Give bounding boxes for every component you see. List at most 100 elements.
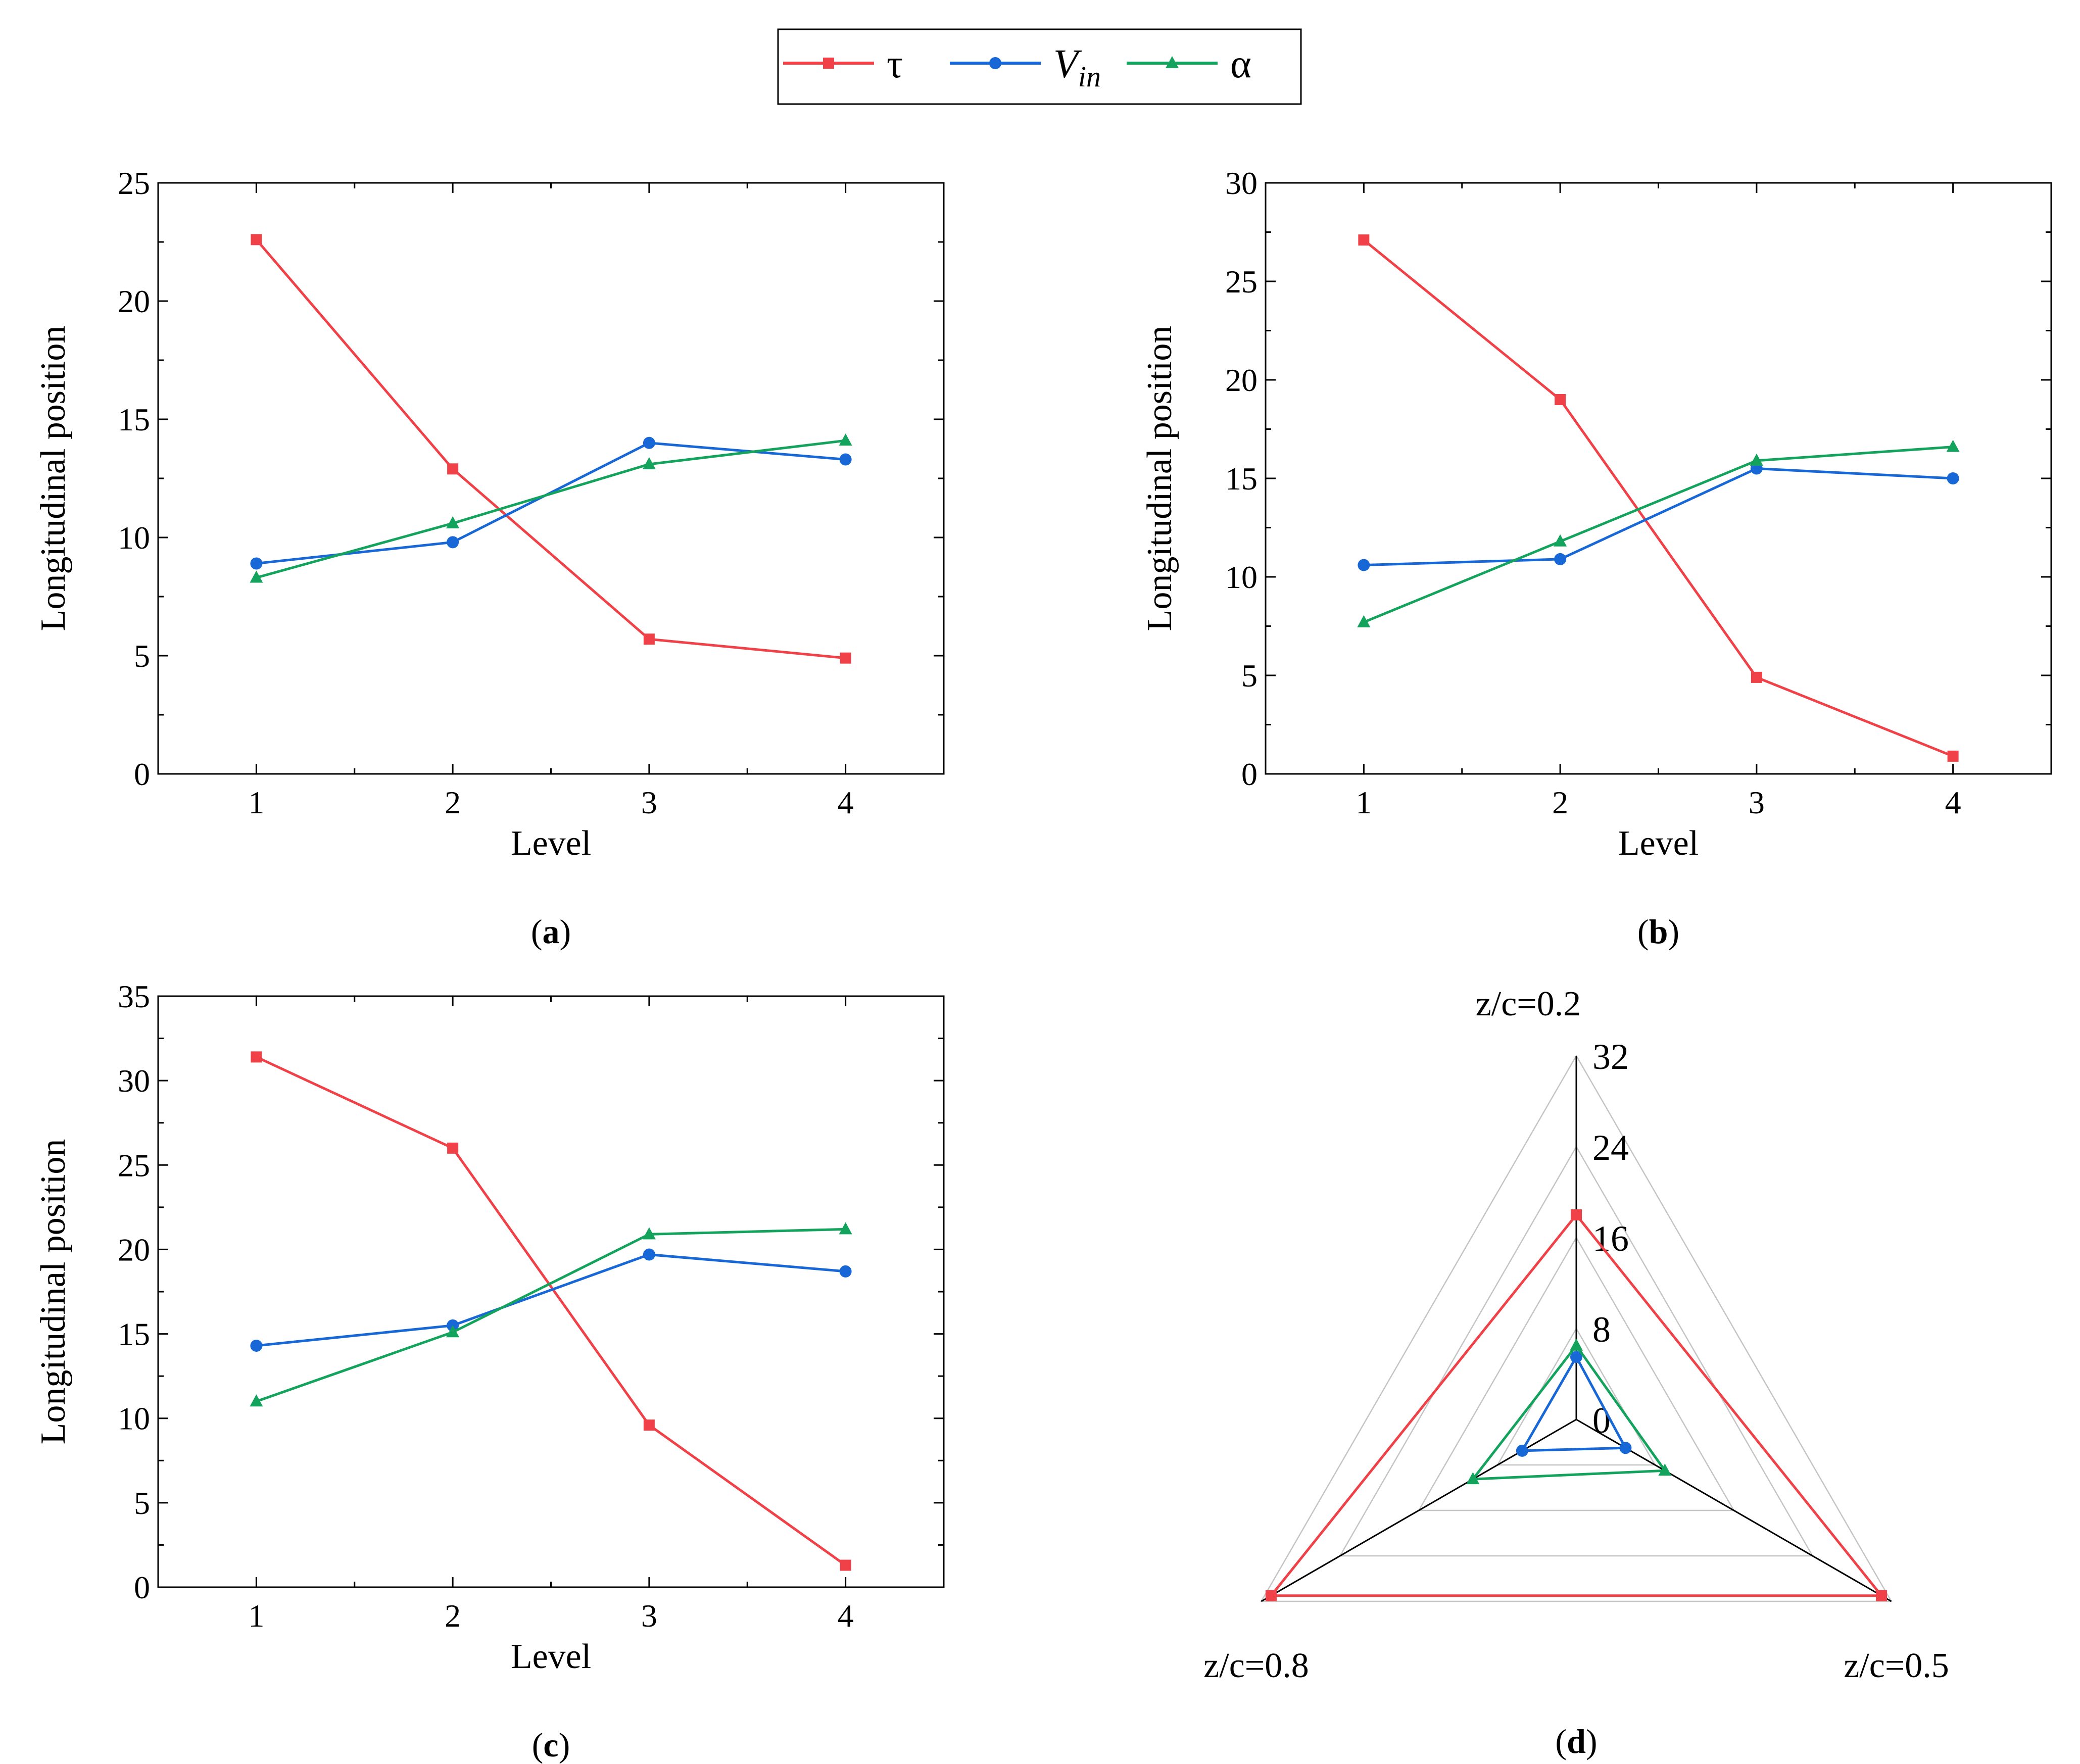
point-tau	[447, 463, 459, 475]
point-vin	[250, 557, 263, 570]
point-tau	[840, 652, 851, 664]
x-tick-label: 4	[1945, 785, 1961, 820]
y-tick-label: 0	[134, 1570, 150, 1605]
point-vin	[1947, 472, 1959, 484]
point-alpha	[839, 433, 852, 446]
point-vin	[839, 1265, 852, 1278]
x-axis-label: Level	[511, 824, 591, 863]
point-vin	[447, 536, 459, 549]
series-line-alpha	[256, 1228, 846, 1403]
x-tick-label: 3	[641, 1598, 657, 1634]
y-tick-label: 0	[1241, 756, 1257, 792]
legend-label-vin: Vin	[1053, 42, 1101, 93]
radar-point-alpha	[1658, 1463, 1672, 1476]
legend-marker-tau	[823, 58, 834, 69]
y-axis-label: Longitudinal position	[34, 1139, 73, 1445]
radar-series-alpha	[1470, 1343, 1668, 1481]
x-tick-label: 1	[1356, 785, 1372, 820]
point-alpha	[1357, 615, 1371, 627]
y-tick-label: 5	[134, 638, 150, 674]
x-tick-label: 2	[445, 785, 461, 820]
y-tick-label: 0	[134, 756, 150, 792]
panel-caption: (c)	[532, 1726, 570, 1764]
x-axis-label: Level	[1618, 824, 1699, 863]
y-tick-label: 25	[1225, 264, 1257, 300]
panel-d: 0 8 16 24 32 z/c=0.2 z/c=0.5 z/c=0.8 (d)	[1203, 985, 1949, 1760]
series-line-tau	[256, 1056, 847, 1566]
point-alpha	[250, 1394, 263, 1407]
radar-axis-label: z/c=0.8	[1203, 1646, 1309, 1685]
x-axis-label: Level	[511, 1637, 591, 1676]
radar-point-alpha	[1466, 1472, 1480, 1485]
radar-point-alpha	[1570, 1338, 1583, 1351]
series-line-alpha	[1363, 446, 1953, 624]
legend-label-alpha: α	[1230, 42, 1251, 86]
y-tick-label: 5	[1241, 658, 1257, 694]
plot-frame	[157, 182, 945, 775]
y-tick-label: 10	[1225, 559, 1257, 595]
radar-series-tau	[1268, 1213, 1884, 1597]
x-tick-label: 4	[838, 1598, 854, 1634]
legend-box	[777, 28, 1302, 105]
series-line-tau	[255, 238, 846, 660]
x-tick-label: 1	[248, 1598, 264, 1634]
radar-point-tau	[1265, 1590, 1277, 1601]
y-tick-label: 10	[118, 1401, 150, 1437]
radar-axis-label: z/c=0.2	[1476, 985, 1581, 1023]
x-tick-label: 2	[445, 1598, 461, 1634]
radar-point-tau	[1876, 1590, 1888, 1601]
panel-b: 0 5 10 15 20 25 30 1 2 3 4 Level Longitudinal positi…	[1140, 165, 2052, 951]
series-line-vin	[1364, 467, 1953, 567]
point-tau	[643, 1419, 655, 1431]
panel-caption: (a)	[531, 912, 571, 951]
point-vin	[1358, 559, 1370, 571]
point-vin	[643, 436, 655, 449]
point-alpha	[1946, 439, 1960, 452]
radar-point-tau	[1571, 1209, 1582, 1220]
y-tick-label: 35	[118, 978, 150, 1014]
point-vin	[250, 1339, 263, 1352]
plot-frame	[157, 995, 945, 1588]
radar-axis-label: z/c=0.5	[1844, 1646, 1949, 1685]
y-tick-label: 15	[118, 402, 150, 437]
y-tick-label: 30	[118, 1063, 150, 1099]
radar-series-vin	[1520, 1354, 1628, 1452]
x-tick-label: 4	[838, 785, 854, 820]
point-tau	[1358, 234, 1370, 246]
point-alpha	[642, 1227, 656, 1240]
radar-point-vin	[1619, 1442, 1632, 1454]
y-tick-label: 25	[118, 1147, 150, 1183]
radar-point-vin	[1516, 1444, 1528, 1457]
point-tau	[643, 633, 655, 645]
legend: τ Vin α	[777, 28, 1302, 105]
point-alpha	[446, 516, 460, 528]
point-tau	[1555, 394, 1566, 405]
panel-caption: (b)	[1637, 912, 1679, 951]
point-alpha	[446, 1325, 460, 1338]
y-tick-label: 10	[118, 520, 150, 556]
x-tick-label: 3	[1749, 785, 1765, 820]
y-tick-label: 5	[134, 1485, 150, 1521]
radar-tick-label: 8	[1592, 1309, 1611, 1350]
y-axis-label: Longitudinal position	[1140, 326, 1179, 631]
point-alpha	[642, 457, 656, 469]
point-alpha	[839, 1222, 852, 1235]
point-alpha	[1554, 534, 1567, 547]
panel-caption: (d)	[1555, 1722, 1597, 1760]
point-tau	[840, 1559, 851, 1571]
point-tau	[1751, 671, 1762, 683]
y-tick-label: 25	[118, 165, 150, 201]
radar-tick-label: 0	[1592, 1400, 1611, 1441]
radar-grid-ring	[1260, 1054, 1893, 1602]
x-tick-label: 3	[641, 785, 657, 820]
y-axis-label: Longitudinal position	[34, 326, 73, 631]
radar-tick-label: 32	[1592, 1037, 1629, 1077]
series-line-tau	[1363, 239, 1954, 758]
y-tick-label: 30	[1225, 165, 1257, 201]
point-tau	[251, 1051, 262, 1063]
point-alpha	[250, 570, 263, 583]
y-tick-label: 20	[1225, 362, 1257, 398]
panel-a: 0 5 10 15 20 25 1 2 3 4 Level Longitudinal position…	[34, 165, 945, 951]
legend-marker-vin	[989, 57, 1001, 69]
